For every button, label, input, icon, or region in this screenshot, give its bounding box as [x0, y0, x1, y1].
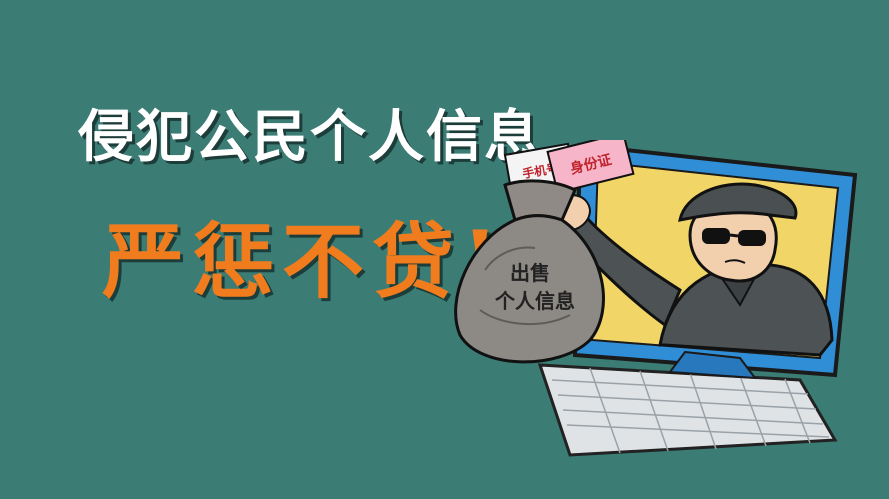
bag-label-info: 个人信息	[494, 289, 575, 313]
money-bag-icon: 出售 个人信息	[454, 179, 605, 364]
hacker-monitor-illustration: 手机号 身份证 出售 个人信息	[454, 140, 858, 457]
subhead-slogan: 严惩不贷!	[102, 214, 506, 310]
bag-label-sell: 出售	[510, 261, 550, 285]
card-phone-label: 手机号	[521, 160, 559, 181]
headline-title: 侵犯公民个人信息	[78, 104, 542, 170]
id-card-icons: 手机号 身份证	[503, 140, 635, 196]
keyboard-icon	[537, 363, 838, 457]
